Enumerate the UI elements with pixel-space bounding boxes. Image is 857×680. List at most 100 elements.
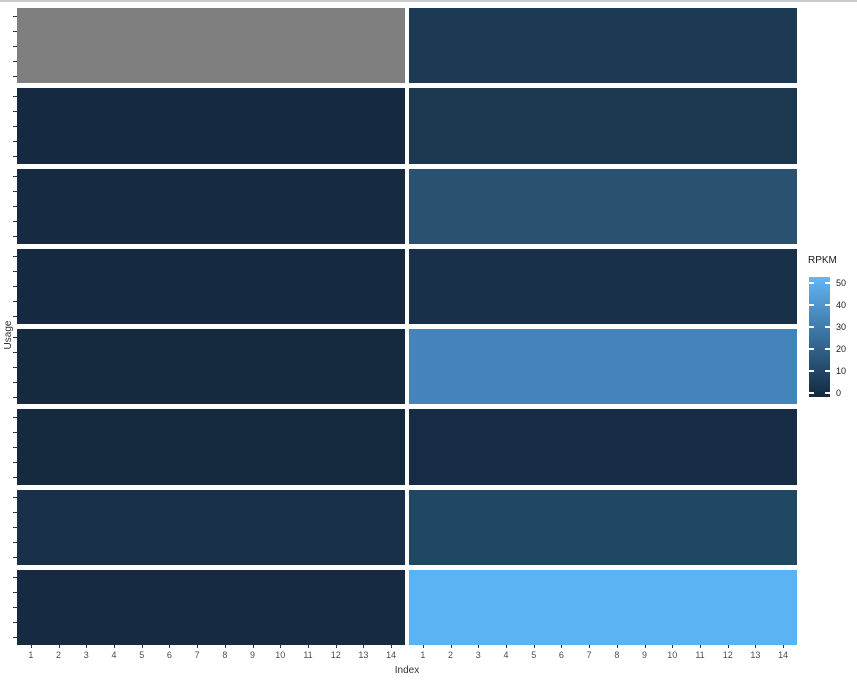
x-axis-tick: [533, 645, 535, 648]
y-axis-tick: [13, 286, 17, 288]
y-axis-tick: [13, 336, 17, 338]
legend-tick-mark: [809, 370, 814, 372]
y-axis-tick: [13, 512, 17, 514]
y-axis-tick: [13, 301, 17, 303]
y-axis-tick: [13, 191, 17, 193]
x-axis-tick: [308, 645, 309, 648]
top-border-line: [0, 0, 857, 2]
y-axis-tick: [13, 176, 17, 178]
legend-tick-mark: [809, 326, 814, 328]
y-axis-tick: [13, 15, 17, 17]
x-axis-tick: [589, 645, 591, 648]
heat-row-panel-2-1: [409, 8, 797, 84]
x-axis-label-panel-2-8: 8: [614, 650, 620, 660]
heat-row-panel-2-8: [409, 569, 797, 645]
x-axis-label-panel-1-10: 10: [275, 650, 286, 660]
x-axis-tick: [169, 645, 171, 648]
y-axis-tick: [13, 396, 17, 398]
heat-row-panel-1-7: [17, 489, 405, 565]
x-axis-label-panel-2-13: 13: [750, 650, 761, 660]
x-axis-title: Index: [394, 665, 420, 676]
y-axis-tick: [13, 75, 17, 77]
x-axis-tick: [114, 645, 115, 648]
x-axis-tick: [644, 645, 646, 648]
x-axis-label-panel-2-1: 1: [420, 650, 426, 660]
y-axis-tick: [13, 366, 17, 368]
y-axis-tick: [13, 416, 17, 418]
x-axis-tick: [616, 645, 618, 648]
legend-label-10: 10: [836, 365, 847, 376]
x-axis-label-panel-1-4: 4: [111, 650, 117, 660]
y-axis-tick: [13, 95, 17, 97]
y-axis-tick: [13, 607, 17, 609]
x-axis-label-panel-2-10: 10: [667, 650, 678, 660]
x-axis-label-panel-1-12: 12: [330, 650, 341, 660]
x-axis-label-panel-2-11: 11: [695, 650, 705, 660]
x-axis-label-panel-1-5: 5: [139, 650, 145, 660]
x-axis-label-panel-2-5: 5: [531, 650, 537, 660]
y-axis-tick: [13, 45, 17, 47]
x-axis-label-panel-1-3: 3: [83, 650, 89, 660]
legend-tick-mark: [809, 348, 814, 350]
x-axis-tick: [224, 645, 226, 648]
x-axis-label-panel-2-12: 12: [722, 650, 733, 660]
legend-tick-mark: [809, 392, 814, 394]
y-axis-tick: [13, 381, 17, 383]
legend-gradient-bar: [809, 277, 830, 397]
heat-row-panel-2-5: [409, 329, 797, 405]
x-axis-tick: [700, 645, 701, 648]
y-axis-tick: [13, 316, 17, 318]
x-axis-tick: [30, 645, 32, 648]
legend-tick-mark: [825, 326, 830, 328]
heat-row-panel-1-3: [17, 168, 405, 244]
y-axis-tick: [13, 140, 17, 142]
y-axis-tick: [13, 271, 17, 273]
x-axis-label-panel-2-6: 6: [558, 650, 564, 660]
x-axis-label-panel-1-6: 6: [166, 650, 172, 660]
y-axis-tick: [13, 577, 17, 579]
x-axis-tick: [727, 645, 729, 648]
y-axis-tick: [13, 542, 17, 544]
x-axis-label-panel-1-9: 9: [250, 650, 256, 660]
x-axis-label-panel-1-11: 11: [303, 650, 313, 660]
heat-row-panel-1-2: [17, 88, 405, 164]
y-axis-tick: [13, 622, 17, 624]
x-axis-label-panel-1-14: 14: [386, 650, 397, 660]
y-axis-tick: [13, 110, 17, 112]
x-axis-label-panel-2-3: 3: [475, 650, 481, 660]
x-axis-tick: [450, 645, 452, 648]
legend-label-20: 20: [836, 343, 847, 354]
x-axis-tick: [141, 645, 143, 648]
x-axis-tick: [197, 645, 199, 648]
y-axis-tick: [13, 461, 17, 463]
legend-label-40: 40: [836, 299, 847, 310]
legend-tick-mark: [809, 282, 814, 284]
y-axis-tick: [13, 527, 17, 529]
y-axis-tick: [13, 206, 17, 208]
y-axis-tick: [13, 557, 17, 559]
heat-row-panel-1-5: [17, 329, 405, 405]
heatmap-panel-1: [17, 8, 405, 645]
legend-tick-mark: [825, 392, 830, 394]
x-axis-tick: [363, 645, 365, 648]
y-axis-tick: [13, 30, 17, 32]
heat-row-panel-2-7: [409, 489, 797, 565]
x-axis-tick: [58, 645, 60, 648]
legend-tick-mark: [825, 304, 830, 306]
x-axis-tick: [672, 645, 674, 648]
y-axis-tick: [13, 236, 17, 238]
x-axis-label-panel-2-4: 4: [503, 650, 509, 660]
heat-row-panel-2-6: [409, 409, 797, 485]
heat-row-panel-1-4: [17, 248, 405, 324]
x-axis-tick: [755, 645, 757, 648]
x-axis-tick: [86, 645, 88, 648]
y-axis-tick: [13, 155, 17, 157]
x-axis-tick: [252, 645, 254, 648]
x-axis-label-panel-1-7: 7: [194, 650, 200, 660]
y-axis-tick: [13, 637, 17, 639]
y-axis-tick: [13, 125, 17, 127]
x-axis-label-panel-2-14: 14: [778, 650, 789, 660]
legend-tick-mark: [825, 370, 830, 372]
y-axis-tick: [13, 221, 17, 223]
heatmap-panel-2: [409, 8, 797, 645]
